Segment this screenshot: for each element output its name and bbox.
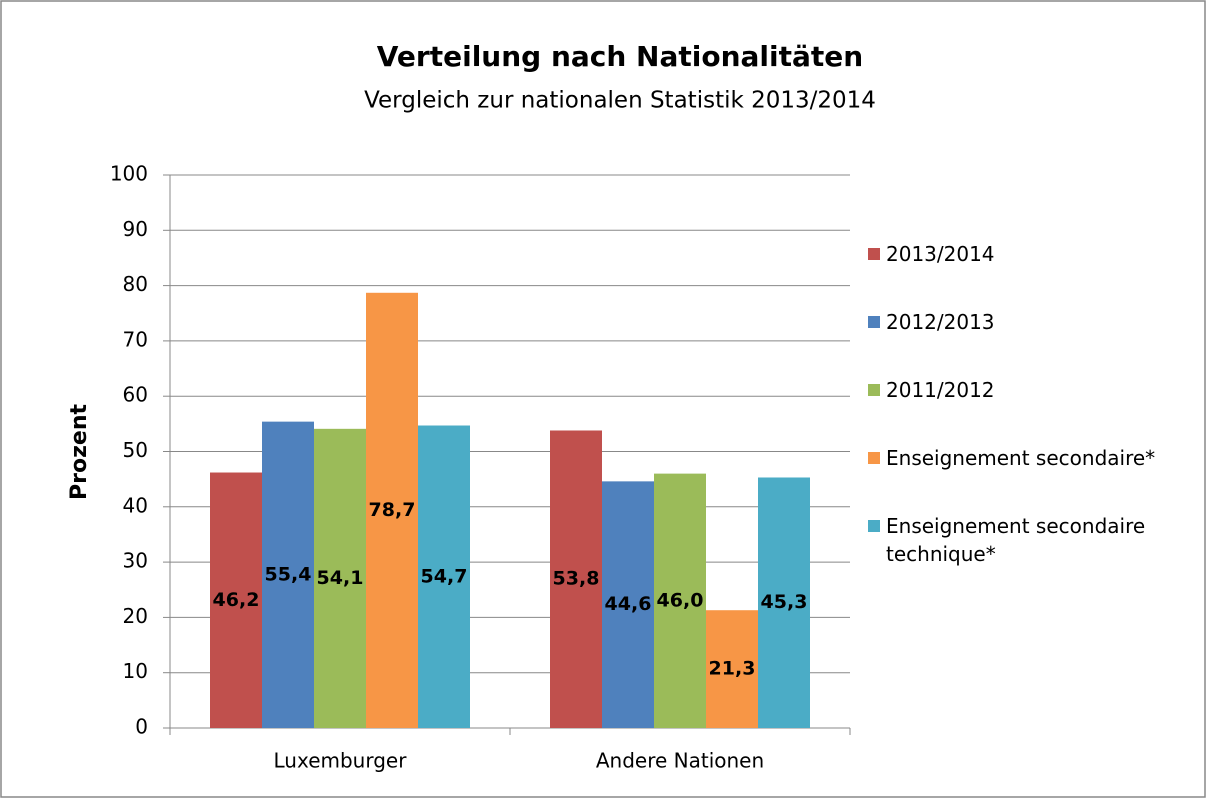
legend-swatch <box>868 384 880 396</box>
bar <box>366 292 418 728</box>
y-tick-label: 20 <box>123 604 148 628</box>
legend-swatch <box>868 316 880 328</box>
data-label: 46,2 <box>213 589 260 611</box>
data-label: 54,1 <box>317 567 364 589</box>
bar <box>210 472 262 728</box>
legend-item: 2011/2012 <box>868 376 1196 404</box>
legend-item: 2013/2014 <box>868 240 1196 268</box>
y-tick-label: 10 <box>123 659 148 683</box>
data-label: 53,8 <box>553 568 600 590</box>
data-label: 55,4 <box>265 563 312 585</box>
bar <box>654 473 706 728</box>
y-tick-label: 90 <box>123 217 148 241</box>
bar <box>602 481 654 728</box>
bar <box>550 430 602 728</box>
legend-swatch <box>868 248 880 260</box>
data-label: 46,0 <box>657 589 704 611</box>
data-label: 21,3 <box>709 658 756 680</box>
bar <box>706 610 758 728</box>
chart-title: Verteilung nach Nationalitäten <box>377 40 863 73</box>
bar <box>418 425 470 728</box>
data-label: 78,7 <box>369 499 416 521</box>
legend-swatch <box>868 452 880 464</box>
legend-label: 2013/2014 <box>886 242 995 266</box>
legend-item: 2012/2013 <box>868 308 1196 336</box>
legend-label: Enseignement secondaire* <box>886 446 1156 470</box>
legend-item: Enseignement secondaire* <box>868 444 1196 472</box>
y-tick-label: 100 <box>110 162 148 186</box>
legend-label: Enseignement secondaire technique* <box>886 514 1146 566</box>
y-tick-label: 40 <box>123 493 148 517</box>
bar <box>262 421 314 728</box>
legend-label: 2012/2013 <box>886 310 995 334</box>
y-tick-label: 60 <box>123 383 148 407</box>
bar <box>758 477 810 728</box>
legend-label: 2011/2012 <box>886 378 995 402</box>
y-tick-label: 50 <box>123 438 148 462</box>
data-label: 44,6 <box>605 593 652 615</box>
x-tick-label: Luxemburger <box>274 749 408 773</box>
y-tick-label: 80 <box>123 272 148 296</box>
bar <box>314 428 366 728</box>
chart-subtitle: Vergleich zur nationalen Statistik 2013/… <box>364 88 876 114</box>
x-tick-label: Andere Nationen <box>596 749 764 773</box>
y-axis-label: Prozent <box>67 404 92 500</box>
legend-swatch <box>868 520 880 532</box>
legend-item: Enseignement secondaire technique* <box>868 512 1196 568</box>
data-label: 54,7 <box>421 565 468 587</box>
y-tick-label: 30 <box>123 549 148 573</box>
y-tick-label: 70 <box>123 327 148 351</box>
y-tick-label: 0 <box>135 715 148 739</box>
data-label: 45,3 <box>761 591 808 613</box>
